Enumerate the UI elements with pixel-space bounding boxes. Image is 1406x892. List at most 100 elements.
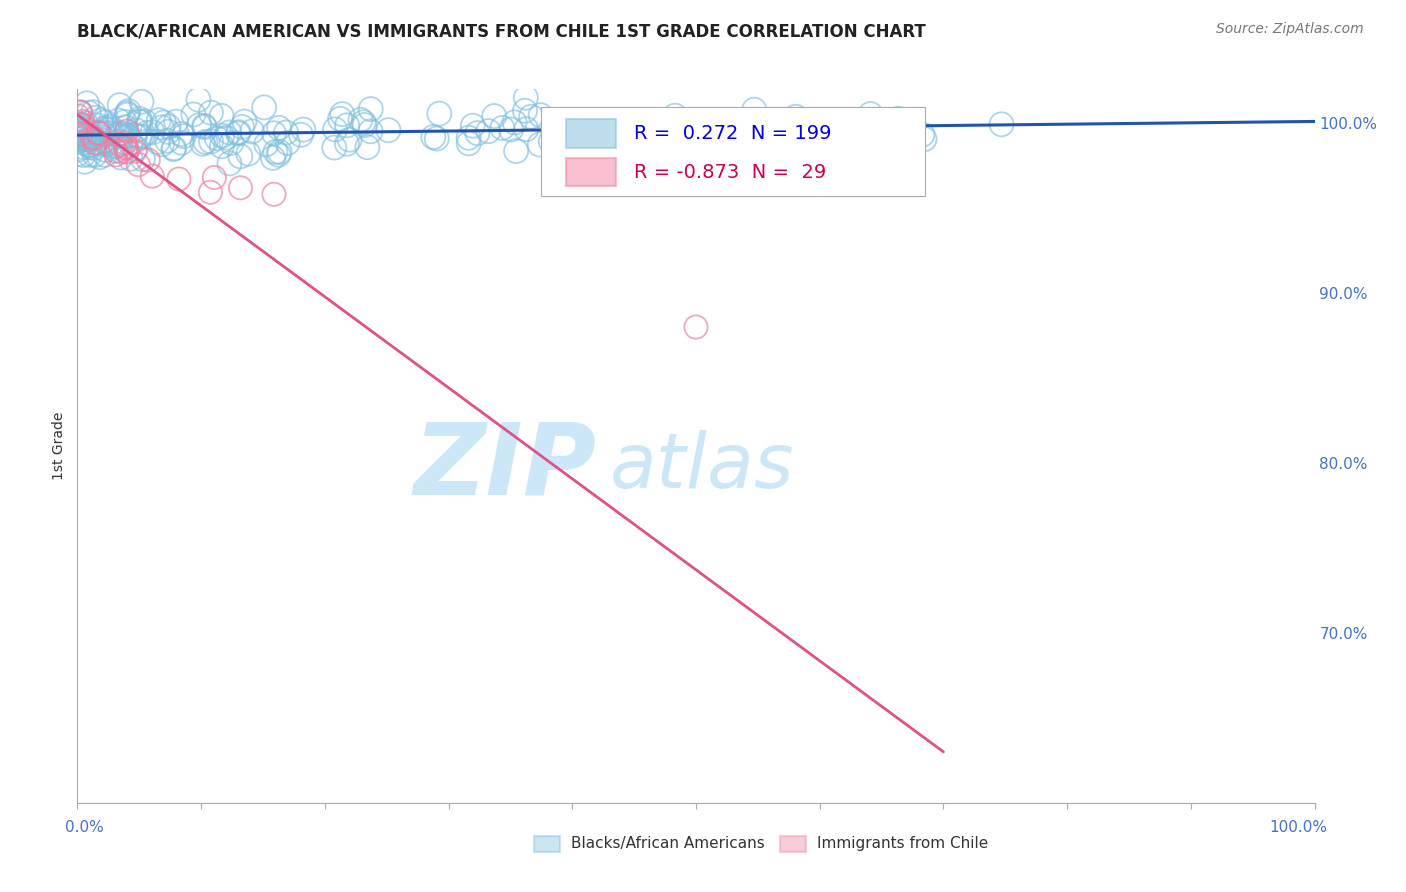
Point <box>96 135 118 149</box>
Point <box>110 144 132 158</box>
Point <box>96 136 118 151</box>
Point <box>94 115 117 129</box>
Point <box>457 136 479 151</box>
Point <box>200 105 222 120</box>
Text: Source: ZipAtlas.com: Source: ZipAtlas.com <box>1216 22 1364 37</box>
Point <box>457 130 479 145</box>
Point <box>290 128 312 142</box>
Point <box>69 105 91 120</box>
Point <box>82 105 104 120</box>
Point <box>202 170 225 185</box>
Point <box>200 134 222 148</box>
Point <box>73 154 96 169</box>
Point <box>827 129 849 144</box>
Point <box>128 129 150 144</box>
Point <box>96 123 118 137</box>
Point <box>637 117 659 131</box>
Point <box>529 137 551 152</box>
Point <box>79 148 101 162</box>
Point <box>218 156 240 170</box>
Point <box>323 140 346 154</box>
Point <box>120 152 142 166</box>
Point <box>755 117 778 131</box>
Point <box>117 104 139 119</box>
Point <box>292 122 315 136</box>
Point <box>66 130 89 145</box>
Point <box>100 127 122 141</box>
Point <box>127 158 149 172</box>
Point <box>170 136 193 150</box>
Point <box>240 124 263 138</box>
Point <box>339 133 361 147</box>
Point <box>377 123 399 137</box>
Point <box>267 147 290 161</box>
Point <box>70 125 93 139</box>
Point <box>66 124 89 138</box>
Point <box>77 132 100 146</box>
Point <box>267 120 290 135</box>
Point <box>120 136 142 151</box>
Point <box>360 124 382 138</box>
Point <box>477 124 499 138</box>
Point <box>69 105 91 120</box>
Point <box>69 105 91 120</box>
Point <box>72 148 94 162</box>
Point <box>211 128 233 143</box>
Point <box>218 125 240 139</box>
Point <box>72 140 94 154</box>
Point <box>148 113 170 128</box>
Text: 100.0%: 100.0% <box>1270 820 1327 835</box>
Point <box>67 142 90 156</box>
Point <box>914 132 936 146</box>
Point <box>77 105 100 120</box>
Point <box>162 142 184 156</box>
Point <box>990 117 1012 131</box>
Point <box>228 125 250 139</box>
Point <box>221 136 243 150</box>
Point <box>66 109 89 123</box>
Point <box>353 118 375 132</box>
Point <box>152 115 174 129</box>
Y-axis label: 1st Grade: 1st Grade <box>52 412 66 480</box>
Point <box>94 133 117 147</box>
Point <box>73 130 96 145</box>
Point <box>115 145 138 159</box>
Point <box>264 145 287 159</box>
Point <box>108 98 131 112</box>
Point <box>515 91 537 105</box>
Point <box>131 129 153 144</box>
Point <box>114 115 136 129</box>
Point <box>96 137 118 152</box>
Point <box>520 110 543 124</box>
Point <box>105 138 128 153</box>
Point <box>89 126 111 140</box>
FancyBboxPatch shape <box>541 107 925 196</box>
Point <box>134 114 156 128</box>
Point <box>75 135 97 149</box>
Point <box>499 122 522 136</box>
Point <box>685 320 707 334</box>
Point <box>110 128 132 143</box>
Text: atlas: atlas <box>609 431 794 504</box>
Point <box>83 131 105 145</box>
Point <box>211 139 233 153</box>
Point <box>193 119 215 133</box>
Point <box>269 145 291 159</box>
Point <box>115 106 138 120</box>
Point <box>229 149 252 163</box>
Point <box>115 108 138 122</box>
Point <box>427 106 450 120</box>
Point <box>513 103 536 118</box>
Point <box>115 124 138 138</box>
Point <box>426 131 449 145</box>
Point <box>105 139 128 153</box>
Point <box>79 138 101 153</box>
Point <box>231 120 253 134</box>
Point <box>104 147 127 161</box>
Point <box>94 143 117 157</box>
Point <box>146 135 169 149</box>
Point <box>194 120 217 134</box>
Point <box>90 130 112 145</box>
Point <box>211 109 233 123</box>
Point <box>887 112 910 126</box>
